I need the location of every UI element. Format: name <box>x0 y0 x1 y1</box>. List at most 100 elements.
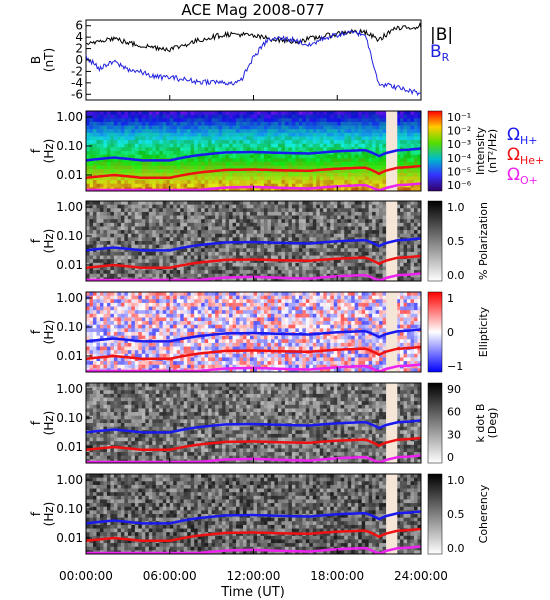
spectrogram-cell <box>166 273 171 278</box>
spectrogram-cell <box>253 114 258 119</box>
spectrogram-cell <box>131 204 136 209</box>
spectrogram-cell <box>326 118 331 123</box>
spectrogram-cell <box>141 165 146 170</box>
spectrogram-cell <box>239 204 244 209</box>
spectrogram-cell <box>256 143 261 148</box>
spectrogram-cell <box>288 176 293 181</box>
spectrogram-cell <box>166 328 171 333</box>
spectrogram-cell <box>148 255 153 260</box>
spectrogram-cell <box>302 172 307 177</box>
spectrogram-cell <box>333 233 338 238</box>
spectrogram-cell <box>173 342 178 347</box>
spectrogram-cell <box>274 233 279 238</box>
spectrogram-cell <box>194 255 198 260</box>
spectrogram-cell <box>201 230 205 235</box>
spectrogram-cell <box>326 219 331 224</box>
spectrogram-cell <box>323 176 328 181</box>
spectrogram-cell <box>333 172 338 177</box>
spectrogram-cell <box>89 251 94 256</box>
spectrogram-cell <box>89 151 94 155</box>
spectrogram-cell <box>330 132 335 137</box>
spectrogram-cell <box>414 151 418 155</box>
spectrogram-cell <box>86 259 90 264</box>
spectrogram-cell <box>166 342 171 347</box>
spectrogram-cell <box>250 121 254 126</box>
spectrogram-cell <box>155 299 160 304</box>
spectrogram-cell <box>288 273 293 278</box>
spectrogram-cell <box>267 158 272 163</box>
spectrogram-cell <box>340 187 345 192</box>
spectrogram-cell <box>152 335 157 340</box>
spectrogram-cell <box>99 233 104 238</box>
spectrogram-cell <box>117 180 122 185</box>
spectrogram-cell <box>96 233 101 238</box>
spectrogram-cell <box>134 255 139 260</box>
spectrogram-cell <box>148 183 153 188</box>
spectrogram-cell <box>183 350 188 355</box>
spectrogram-cell <box>312 172 317 177</box>
spectrogram-cell <box>92 222 97 227</box>
spectrogram-cell <box>194 237 198 242</box>
spectrogram-cell <box>211 125 216 130</box>
spectrogram-cell <box>96 266 101 271</box>
y-tick-label: 0.01 <box>56 168 83 182</box>
spectrogram-cell <box>89 136 94 141</box>
spectrogram-cell <box>295 266 300 271</box>
spectrogram-cell <box>145 361 150 366</box>
spectrogram-cell <box>117 248 122 253</box>
spectrogram-cell <box>141 317 146 322</box>
spectrogram-cell <box>372 147 376 152</box>
spectrogram-cell <box>145 183 150 188</box>
spectrogram-cell <box>148 310 153 315</box>
spectrogram-cell <box>337 143 342 148</box>
spectrogram-cell <box>319 132 324 137</box>
spectrogram-cell <box>225 237 230 242</box>
spectrogram-cell <box>396 259 401 264</box>
spectrogram-cell <box>260 255 265 260</box>
spectrogram-cell <box>410 204 415 209</box>
spectrogram-cell <box>124 111 129 115</box>
spectrogram-cell <box>284 111 289 115</box>
spectrogram-cell <box>166 317 171 322</box>
spectrogram-cell <box>148 237 153 242</box>
spectrogram-cell <box>173 161 178 166</box>
spectrogram-cell <box>145 251 150 256</box>
spectrogram-cell <box>298 204 303 209</box>
spectrogram-cell <box>110 357 115 362</box>
spectrogram-cell <box>194 270 198 275</box>
spectrogram-cell <box>138 143 143 148</box>
spectrogram-cell <box>204 251 209 256</box>
spectrogram-cell <box>368 169 373 174</box>
spectrogram-cell <box>403 226 408 231</box>
spectrogram-cell <box>267 161 272 166</box>
spectrogram-cell <box>256 262 261 267</box>
spectrogram-cell <box>263 121 268 126</box>
spectrogram-cell <box>113 364 118 369</box>
spectrogram-cell <box>173 244 178 249</box>
spectrogram-cell <box>267 262 272 267</box>
spectrogram-cell <box>316 136 321 141</box>
spectrogram-cell <box>263 201 268 205</box>
spectrogram-cell <box>330 241 335 245</box>
spectrogram-cell <box>246 165 251 170</box>
spectrogram-cell <box>120 233 125 238</box>
spectrogram-cell <box>86 165 90 170</box>
spectrogram-cell <box>309 255 314 260</box>
spectrogram-cell <box>86 299 90 304</box>
spectrogram-cell <box>194 299 198 304</box>
intensity-ylabel: f <box>29 148 43 153</box>
spectrogram-cell <box>86 255 90 260</box>
spectrogram-cell <box>218 204 223 209</box>
spectrogram-cell <box>382 114 387 119</box>
spectrogram-cell <box>316 118 321 123</box>
spectrogram-cell <box>267 230 272 235</box>
spectrogram-cell <box>379 259 383 264</box>
spectrogram-cell <box>145 292 150 296</box>
spectrogram-cell <box>173 357 178 362</box>
spectrogram-cell <box>382 132 387 137</box>
spectrogram-cell <box>379 132 383 137</box>
spectrogram-cell <box>138 335 143 340</box>
spectrogram-cell <box>340 172 345 177</box>
spectrogram-cell <box>152 273 157 278</box>
spectrogram-cell <box>201 270 205 275</box>
